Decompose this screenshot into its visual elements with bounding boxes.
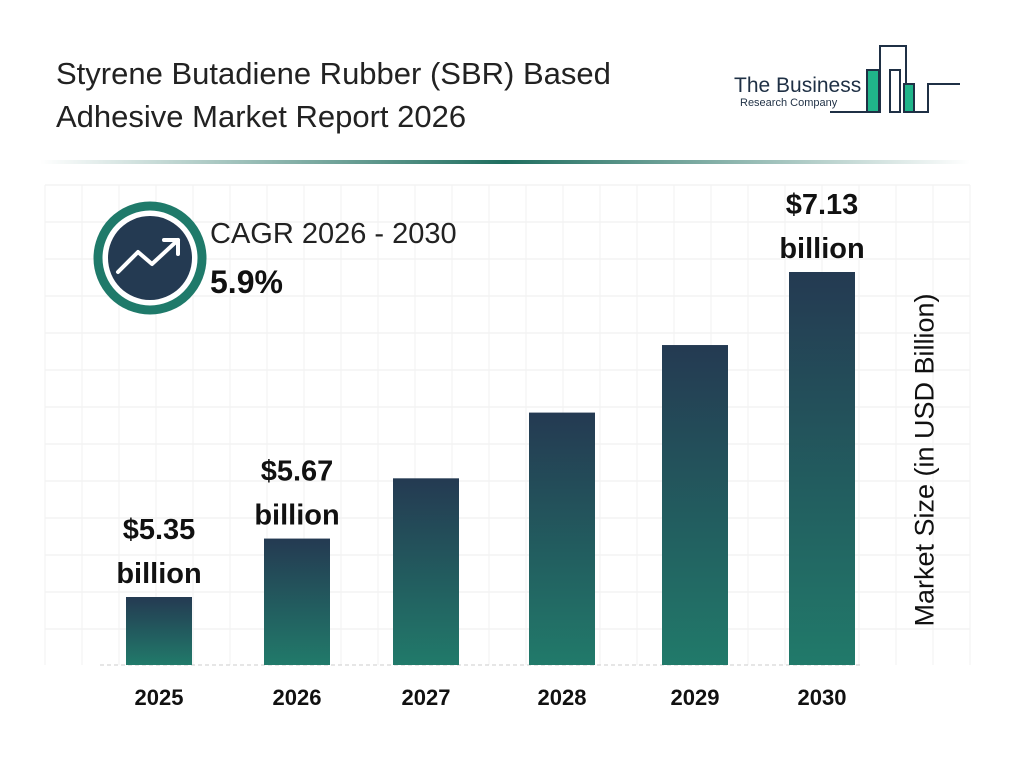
bar-2029 [662, 345, 728, 665]
cagr-value: 5.9% [210, 264, 283, 300]
x-tick-label: 2028 [538, 685, 587, 710]
y-axis-label: Market Size (in USD Billion) [909, 293, 940, 627]
x-tick-label: 2026 [273, 685, 322, 710]
cagr-label: CAGR 2026 - 2030 [210, 218, 457, 250]
data-label: billion [254, 500, 339, 532]
logo-name: The Business [734, 74, 862, 97]
cagr-badge-inner [108, 216, 192, 300]
trending-up-icon [116, 238, 180, 274]
data-label: billion [116, 558, 201, 590]
x-tick-label: 2027 [402, 685, 451, 710]
x-tick-label: 2029 [671, 685, 720, 710]
bar-2026 [264, 538, 330, 665]
x-tick-label: 2025 [135, 685, 184, 710]
header-divider [40, 160, 970, 164]
bar-2025 [126, 597, 192, 665]
x-tick-label: 2030 [798, 685, 847, 710]
bar-2027 [393, 478, 459, 665]
bar-2030 [789, 272, 855, 665]
data-label: $5.67 [261, 456, 334, 488]
bar-2028 [529, 412, 595, 665]
chart-title: Styrene Butadiene Rubber (SBR) Based Adh… [56, 56, 611, 134]
logo-bars-icon [830, 45, 960, 113]
logo-subname: Research Company [740, 97, 838, 109]
data-label: billion [779, 233, 864, 265]
company-logo: The Business Research Company [730, 44, 970, 116]
data-label: $5.35 [123, 514, 196, 546]
data-label: $7.13 [786, 189, 859, 221]
